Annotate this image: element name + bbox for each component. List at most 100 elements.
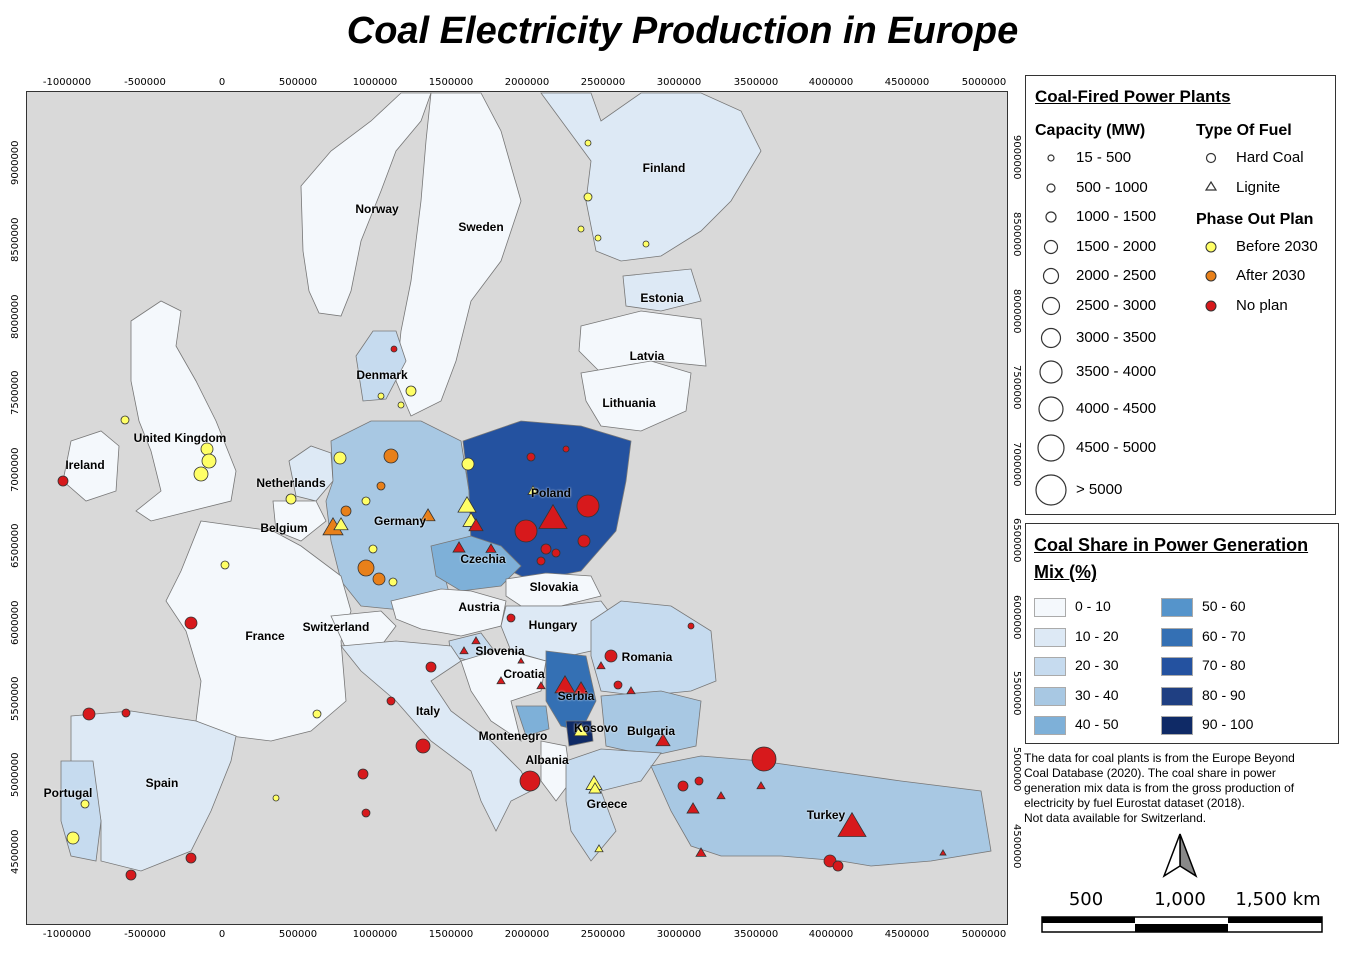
lignite-plant-icon[interactable] <box>496 676 506 685</box>
hard-coal-plant-icon[interactable] <box>66 831 80 845</box>
hard-coal-plant-icon[interactable] <box>694 776 704 786</box>
country-albania[interactable] <box>540 740 572 802</box>
country-estonia[interactable] <box>622 268 702 312</box>
country-norway[interactable] <box>300 92 432 317</box>
hard-coal-plant-icon[interactable] <box>405 385 417 397</box>
hard-coal-plant-icon[interactable] <box>357 559 375 577</box>
lignite-plant-icon[interactable] <box>517 657 525 664</box>
hard-coal-plant-icon[interactable] <box>677 780 689 792</box>
hard-coal-plant-icon[interactable] <box>372 572 386 586</box>
hard-coal-plant-icon[interactable] <box>184 616 198 630</box>
hard-coal-plant-icon[interactable] <box>340 505 352 517</box>
lignite-plant-icon[interactable] <box>468 518 484 532</box>
lignite-plant-icon[interactable] <box>536 681 546 690</box>
country-greece[interactable] <box>565 748 662 862</box>
country-united-kingdom[interactable] <box>130 300 237 522</box>
hard-coal-plant-icon[interactable] <box>285 493 297 505</box>
country-croatia[interactable] <box>460 648 547 742</box>
lignite-plant-icon[interactable] <box>695 847 707 857</box>
hard-coal-plant-icon[interactable] <box>383 448 399 464</box>
hard-coal-plant-icon[interactable] <box>584 139 592 147</box>
country-montenegro[interactable] <box>515 705 550 737</box>
lignite-plant-icon[interactable] <box>485 543 497 553</box>
hard-coal-plant-icon[interactable] <box>526 452 536 462</box>
hard-coal-plant-icon[interactable] <box>272 794 280 802</box>
lignite-plant-icon[interactable] <box>333 517 349 531</box>
hard-coal-plant-icon[interactable] <box>82 707 96 721</box>
lignite-plant-icon[interactable] <box>655 733 671 747</box>
hard-coal-plant-icon[interactable] <box>540 543 552 555</box>
lignite-plant-icon[interactable] <box>459 646 469 655</box>
country-lithuania[interactable] <box>580 360 692 432</box>
country-romania[interactable] <box>590 600 717 697</box>
country-czechia[interactable] <box>430 535 522 592</box>
hard-coal-plant-icon[interactable] <box>361 808 371 818</box>
lignite-plant-icon[interactable] <box>716 791 726 800</box>
hard-coal-plant-icon[interactable] <box>594 234 602 242</box>
country-denmark[interactable] <box>355 330 407 402</box>
hard-coal-plant-icon[interactable] <box>57 475 69 487</box>
lignite-plant-icon[interactable] <box>594 844 604 853</box>
country-sweden[interactable] <box>395 92 522 417</box>
hard-coal-plant-icon[interactable] <box>642 240 650 248</box>
lignite-plant-icon[interactable] <box>686 802 700 814</box>
lignite-plant-icon[interactable] <box>588 782 602 794</box>
hard-coal-plant-icon[interactable] <box>506 613 516 623</box>
hard-coal-plant-icon[interactable] <box>125 869 137 881</box>
hard-coal-plant-icon[interactable] <box>201 453 217 469</box>
country-france[interactable] <box>165 520 352 742</box>
hard-coal-plant-icon[interactable] <box>80 799 90 809</box>
lignite-plant-icon[interactable] <box>596 661 606 670</box>
hard-coal-plant-icon[interactable] <box>220 560 230 570</box>
hard-coal-plant-icon[interactable] <box>388 577 398 587</box>
lignite-plant-icon[interactable] <box>939 849 947 856</box>
hard-coal-plant-icon[interactable] <box>368 544 378 554</box>
lignite-plant-icon[interactable] <box>457 496 477 513</box>
hard-coal-plant-icon[interactable] <box>536 556 546 566</box>
country-portugal[interactable] <box>60 760 102 862</box>
lignite-plant-icon[interactable] <box>573 681 589 695</box>
hard-coal-plant-icon[interactable] <box>357 768 369 780</box>
lignite-plant-icon[interactable] <box>471 636 481 645</box>
hard-coal-plant-icon[interactable] <box>361 496 371 506</box>
hard-coal-plant-icon[interactable] <box>551 548 561 558</box>
country-finland[interactable] <box>540 92 762 262</box>
hard-coal-plant-icon[interactable] <box>577 225 585 233</box>
hard-coal-plant-icon[interactable] <box>377 392 385 400</box>
lignite-plant-icon[interactable] <box>527 485 539 495</box>
map-area[interactable]: Norway Sweden Finland Estonia Latvia Lithuani… <box>26 91 1008 925</box>
hard-coal-plant-icon[interactable] <box>613 680 623 690</box>
hard-coal-plant-icon[interactable] <box>120 415 130 425</box>
country-slovakia[interactable] <box>505 572 602 607</box>
hard-coal-plant-icon[interactable] <box>583 192 593 202</box>
hard-coal-plant-icon[interactable] <box>415 738 431 754</box>
hard-coal-plant-icon[interactable] <box>576 494 600 518</box>
country-latvia[interactable] <box>578 310 707 374</box>
hard-coal-plant-icon[interactable] <box>514 519 538 543</box>
lignite-plant-icon[interactable] <box>420 508 436 522</box>
hard-coal-plant-icon[interactable] <box>333 451 347 465</box>
hard-coal-plant-icon[interactable] <box>390 345 398 353</box>
lignite-plant-icon[interactable] <box>626 686 636 695</box>
lignite-plant-icon[interactable] <box>452 541 466 553</box>
hard-coal-plant-icon[interactable] <box>687 622 695 630</box>
country-belgium[interactable] <box>272 500 327 542</box>
hard-coal-plant-icon[interactable] <box>519 770 541 792</box>
lignite-plant-icon[interactable] <box>756 781 766 790</box>
hard-coal-plant-icon[interactable] <box>425 661 437 673</box>
hard-coal-plant-icon[interactable] <box>397 401 405 409</box>
hard-coal-plant-icon[interactable] <box>461 457 475 471</box>
lignite-plant-icon[interactable] <box>573 723 589 737</box>
hard-coal-plant-icon[interactable] <box>193 466 209 482</box>
hard-coal-plant-icon[interactable] <box>312 709 322 719</box>
hard-coal-plant-icon[interactable] <box>386 696 396 706</box>
hard-coal-plant-icon[interactable] <box>604 649 618 663</box>
hard-coal-plant-icon[interactable] <box>185 852 197 864</box>
hard-coal-plant-icon[interactable] <box>832 860 844 872</box>
country-netherlands[interactable] <box>288 445 334 502</box>
country-bulgaria[interactable] <box>600 690 702 757</box>
hard-coal-plant-icon[interactable] <box>121 708 131 718</box>
lignite-plant-icon[interactable] <box>554 675 576 694</box>
lignite-plant-icon[interactable] <box>538 503 568 529</box>
country-switzerland[interactable] <box>330 610 397 650</box>
